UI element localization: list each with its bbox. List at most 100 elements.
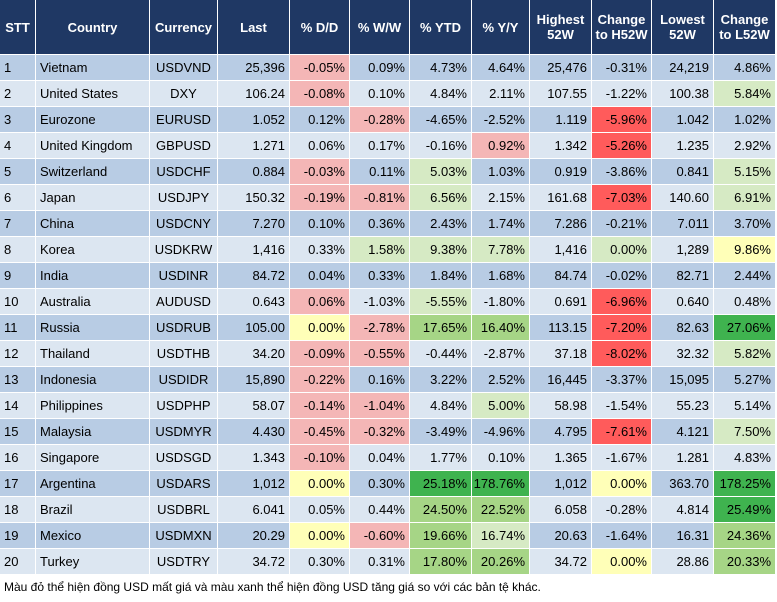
table-cell: 4.814	[652, 497, 714, 523]
table-cell: -5.96%	[592, 107, 652, 133]
table-cell: 178.25%	[714, 471, 776, 497]
table-cell: 0.12%	[290, 107, 350, 133]
table-cell: 100.38	[652, 81, 714, 107]
table-cell: 0.36%	[350, 211, 410, 237]
table-cell: USDSGD	[150, 445, 218, 471]
table-cell: Philippines	[36, 393, 150, 419]
table-cell: 18	[0, 497, 36, 523]
table-cell: 4.84%	[410, 81, 472, 107]
table-cell: -1.64%	[592, 523, 652, 549]
table-cell: -4.96%	[472, 419, 530, 445]
table-cell: 22.52%	[472, 497, 530, 523]
table-cell: 0.691	[530, 289, 592, 315]
table-cell: 0.33%	[350, 263, 410, 289]
table-cell: Switzerland	[36, 159, 150, 185]
table-cell: -1.80%	[472, 289, 530, 315]
table-cell: 5.14%	[714, 393, 776, 419]
table-cell: 5.82%	[714, 341, 776, 367]
table-cell: 0.92%	[472, 133, 530, 159]
table-cell: -0.09%	[290, 341, 350, 367]
table-cell: 4	[0, 133, 36, 159]
table-cell: 7.270	[218, 211, 290, 237]
table-cell: 5.27%	[714, 367, 776, 393]
table-cell: 0.10%	[472, 445, 530, 471]
table-cell: 7	[0, 211, 36, 237]
table-cell: 3	[0, 107, 36, 133]
table-cell: 4.795	[530, 419, 592, 445]
table-cell: 0.30%	[350, 471, 410, 497]
table-cell: 0.44%	[350, 497, 410, 523]
table-cell: 19.66%	[410, 523, 472, 549]
table-cell: USDRUB	[150, 315, 218, 341]
table-cell: -0.44%	[410, 341, 472, 367]
table-cell: 24.50%	[410, 497, 472, 523]
table-cell: 5.03%	[410, 159, 472, 185]
table-cell: -0.81%	[350, 185, 410, 211]
table-cell: AUDUSD	[150, 289, 218, 315]
table-cell: -0.21%	[592, 211, 652, 237]
table-cell: -0.60%	[350, 523, 410, 549]
column-header: Currency	[150, 0, 218, 55]
table-cell: 0.643	[218, 289, 290, 315]
table-cell: Australia	[36, 289, 150, 315]
table-cell: USDVND	[150, 55, 218, 81]
table-cell: 17.80%	[410, 549, 472, 575]
table-cell: 16.31	[652, 523, 714, 549]
table-cell: 4.430	[218, 419, 290, 445]
table-cell: -1.04%	[350, 393, 410, 419]
table-cell: -0.55%	[350, 341, 410, 367]
table-cell: 6.91%	[714, 185, 776, 211]
table-cell: 2.92%	[714, 133, 776, 159]
table-cell: 106.24	[218, 81, 290, 107]
table-cell: 1.77%	[410, 445, 472, 471]
table-cell: Japan	[36, 185, 150, 211]
table-cell: 1.02%	[714, 107, 776, 133]
table-cell: Singapore	[36, 445, 150, 471]
table-cell: 1.84%	[410, 263, 472, 289]
table-cell: 82.71	[652, 263, 714, 289]
table-cell: 1,289	[652, 237, 714, 263]
table-cell: 0.919	[530, 159, 592, 185]
table-cell: 0.00%	[290, 523, 350, 549]
table-cell: 7.286	[530, 211, 592, 237]
table-cell: 25.49%	[714, 497, 776, 523]
table-cell: 0.30%	[290, 549, 350, 575]
table-cell: -0.32%	[350, 419, 410, 445]
table-cell: USDINR	[150, 263, 218, 289]
table-cell: 1,416	[530, 237, 592, 263]
table-cell: 25.18%	[410, 471, 472, 497]
table-cell: 16	[0, 445, 36, 471]
table-cell: 24,219	[652, 55, 714, 81]
table-cell: 20	[0, 549, 36, 575]
table-cell: -0.14%	[290, 393, 350, 419]
table-cell: -0.05%	[290, 55, 350, 81]
table-cell: 9	[0, 263, 36, 289]
table-cell: 6.058	[530, 497, 592, 523]
table-cell: 0.33%	[290, 237, 350, 263]
table-cell: 82.63	[652, 315, 714, 341]
table-cell: 14	[0, 393, 36, 419]
table-cell: -7.20%	[592, 315, 652, 341]
table-cell: USDMYR	[150, 419, 218, 445]
table-cell: -8.02%	[592, 341, 652, 367]
table-cell: 9.86%	[714, 237, 776, 263]
table-cell: -0.19%	[290, 185, 350, 211]
table-cell: 161.68	[530, 185, 592, 211]
table-cell: EURUSD	[150, 107, 218, 133]
table-cell: DXY	[150, 81, 218, 107]
table-cell: 1,012	[530, 471, 592, 497]
table-cell: 4.84%	[410, 393, 472, 419]
table-cell: -0.45%	[290, 419, 350, 445]
column-header: STT	[0, 0, 36, 55]
table-cell: 3.70%	[714, 211, 776, 237]
table-cell: 4.83%	[714, 445, 776, 471]
table-cell: 13	[0, 367, 36, 393]
table-cell: 17	[0, 471, 36, 497]
table-cell: 55.23	[652, 393, 714, 419]
table-cell: -0.02%	[592, 263, 652, 289]
column-header: Change to L52W	[714, 0, 776, 55]
table-cell: 1.74%	[472, 211, 530, 237]
table-cell: 2.43%	[410, 211, 472, 237]
table-cell: 5	[0, 159, 36, 185]
table-cell: -1.54%	[592, 393, 652, 419]
